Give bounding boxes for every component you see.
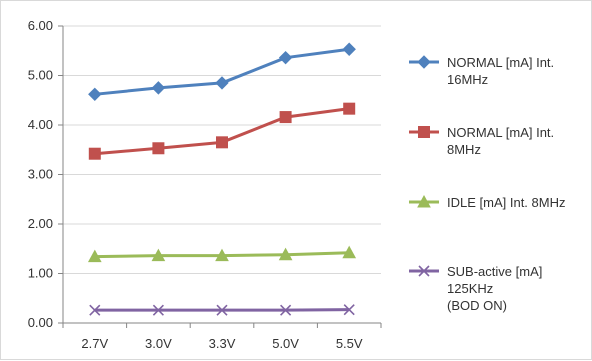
legend-label: 16MHz: [447, 72, 488, 87]
data-point: [89, 88, 101, 100]
legend-label: SUB-active [mA]: [447, 264, 542, 279]
legend-label: NORMAL [mA] Int.: [447, 125, 554, 140]
y-tick-label: 1.00: [28, 266, 53, 281]
legend-marker: [419, 127, 430, 138]
y-tick-label: 4.00: [28, 117, 53, 132]
data-point: [89, 148, 100, 159]
legend-label: 8MHz: [447, 142, 481, 157]
x-tick-label: 5.0V: [272, 336, 299, 351]
data-point: [217, 137, 228, 148]
data-point: [280, 52, 292, 64]
data-point: [153, 143, 164, 154]
data-point: [343, 43, 355, 55]
y-tick-label: 2.00: [28, 216, 53, 231]
y-tick-label: 0.00: [28, 315, 53, 330]
x-tick-label: 3.3V: [209, 336, 236, 351]
data-point: [216, 77, 228, 89]
legend-marker: [418, 56, 430, 68]
data-point: [152, 82, 164, 94]
legend-label: NORMAL [mA] Int.: [447, 55, 554, 70]
y-tick-label: 6.00: [28, 18, 53, 33]
y-tick-label: 5.00: [28, 68, 53, 83]
x-tick-label: 3.0V: [145, 336, 172, 351]
legend-label: IDLE [mA] Int. 8MHz: [447, 195, 565, 210]
legend-label: 125KHz: [447, 281, 493, 296]
data-point: [344, 103, 355, 114]
y-tick-label: 3.00: [28, 167, 53, 182]
x-tick-label: 5.5V: [336, 336, 363, 351]
x-tick-label: 2.7V: [81, 336, 108, 351]
data-point: [280, 112, 291, 123]
legend-label: (BOD ON): [447, 298, 507, 313]
